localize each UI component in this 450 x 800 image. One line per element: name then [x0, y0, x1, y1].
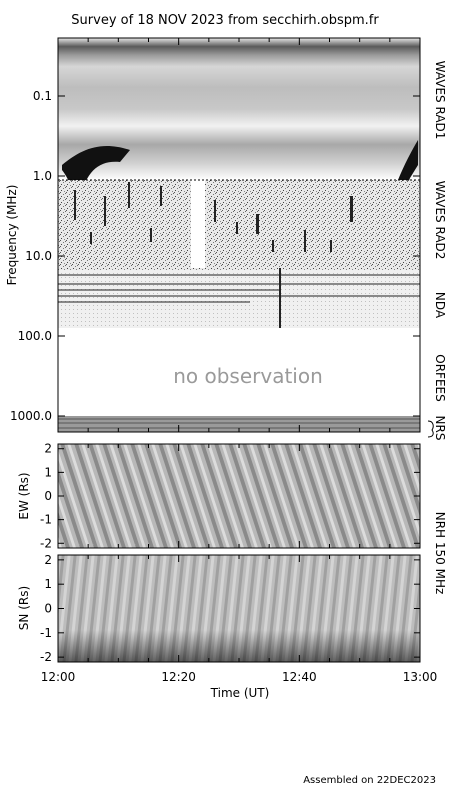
time-axis-label: Time (UT) — [210, 686, 270, 700]
nrh-ew-image — [58, 444, 420, 548]
nrh-sn-panel: -2 -1 0 1 2 SN (Rs) — [17, 553, 421, 664]
frequency-axis-label: Frequency (MHz) — [5, 185, 19, 286]
assembled-footer: Assembled on 22DEC2023 — [303, 775, 436, 786]
nda-band — [58, 270, 420, 328]
time-tick-label: 13:00 — [403, 670, 438, 684]
nrh-tick-label: 0 — [44, 489, 52, 503]
nrh-sn-shade — [58, 555, 420, 662]
nrh-sn-axis-label: SN (Rs) — [17, 586, 31, 630]
frequency-tick-label: 0.1 — [33, 89, 52, 103]
figure-title: Survey of 18 NOV 2023 from secchirh.obsp… — [71, 13, 379, 28]
time-tick-label: 12:00 — [41, 670, 76, 684]
instrument-label: NDA — [433, 292, 447, 319]
frequency-tick-label: 1000.0 — [10, 409, 52, 423]
rad2-data-gap — [191, 180, 205, 268]
frequency-tick-label: 100.0 — [18, 329, 52, 343]
time-tick-label: 12:40 — [282, 670, 317, 684]
nrh-sn-ticks: -2 -1 0 1 2 — [40, 553, 420, 664]
nrh-tick-label: -2 — [40, 536, 52, 550]
rad2-band — [58, 180, 420, 270]
nrh-tick-label: -1 — [40, 513, 52, 527]
instrument-label: ORFEES — [433, 354, 447, 401]
nrh-label: NRH 150 MHz — [433, 512, 447, 595]
instrument-labels: WAVES RAD1 WAVES RAD2 NDA ORFEES NRS — [433, 61, 447, 441]
no-observation-label: no observation — [173, 364, 323, 388]
orfees-nrs-bracket — [427, 420, 434, 438]
nrh-ew-panel: -2 -1 0 1 2 EW (Rs) — [17, 442, 421, 550]
instrument-label: NRS — [433, 416, 447, 441]
nda-lines — [58, 268, 420, 328]
frequency-tick-label: 10.0 — [25, 249, 52, 263]
frequency-tick-label: 1.0 — [33, 169, 52, 183]
nrh-tick-label: -2 — [40, 650, 52, 664]
nrh-tick-label: 0 — [44, 602, 52, 616]
nrh-tick-label: 2 — [44, 553, 52, 567]
nrh-tick-label: 2 — [44, 442, 52, 456]
time-axis-ticks: 12:00 12:20 12:40 13:00 — [41, 38, 438, 684]
frequency-ticks: 0.1 1.0 10.0 100.0 1000.0 — [10, 89, 420, 423]
rad2-bursts — [74, 182, 353, 252]
dynamic-spectrum-panel: no observation 0.1 1.0 10.0 100.0 1000.0 Fre… — [5, 37, 447, 441]
nrh-tick-label: 1 — [44, 465, 52, 479]
time-tick-label: 12:20 — [161, 670, 196, 684]
nrh-ew-axis-label: EW (Rs) — [17, 472, 31, 519]
nrh-tick-label: -1 — [40, 626, 52, 640]
instrument-label: WAVES RAD1 — [433, 61, 447, 140]
nrh-ew-ticks: -2 -1 0 1 2 — [40, 442, 420, 550]
instrument-label: WAVES RAD2 — [433, 181, 447, 260]
nrh-tick-label: 1 — [44, 577, 52, 591]
